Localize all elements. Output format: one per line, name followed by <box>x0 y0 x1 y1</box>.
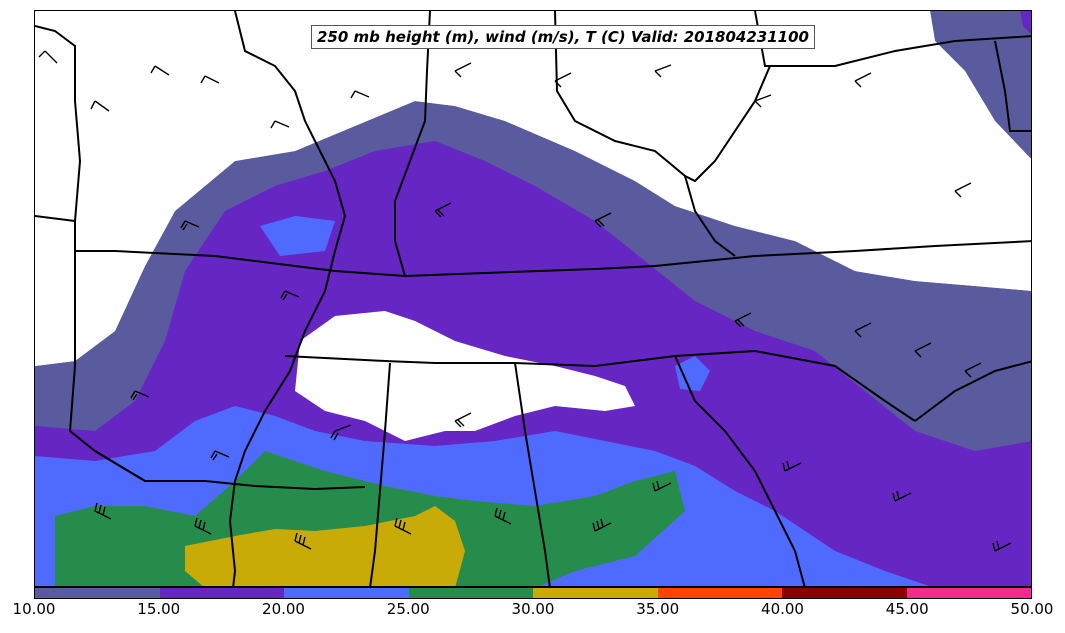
colorbar-tick-label: 15.00 <box>137 600 181 618</box>
colorbar-segment-0 <box>35 588 160 598</box>
map-title: 250 mb height (m), wind (m/s), T (C) Val… <box>311 25 815 49</box>
wind-barbs <box>38 50 1012 552</box>
colorbar-segment-3 <box>408 588 533 598</box>
colorbar-tick-label: 30.00 <box>511 600 555 618</box>
colorbar-segment-7 <box>906 588 1031 598</box>
colorbar-tick-label: 45.00 <box>885 600 929 618</box>
colorbar-tick-label: 50.00 <box>1010 600 1054 618</box>
colorbar-ticks: 10.00 15.00 20.00 25.00 30.00 35.00 40.00 45.00… <box>0 600 1065 630</box>
colorbar-segment-4 <box>533 588 658 598</box>
colorbar-segment-6 <box>782 588 907 598</box>
colorbar-segment-5 <box>657 588 782 598</box>
colorbar-segment-2 <box>284 588 409 598</box>
colorbar-segment-1 <box>159 588 284 598</box>
colorbar <box>34 587 1032 599</box>
colorbar-tick-label: 25.00 <box>386 600 430 618</box>
map-panel: 250 mb height (m), wind (m/s), T (C) Val… <box>34 10 1032 587</box>
colorbar-tick-label: 40.00 <box>761 600 804 618</box>
calm-region <box>35 11 1031 441</box>
wind-speed-map <box>35 11 1031 586</box>
colorbar-tick-label: 20.00 <box>262 600 305 618</box>
state-boundaries <box>35 11 1031 586</box>
colorbar-tick-label: 10.00 <box>12 600 56 618</box>
colorbar-tick-label: 35.00 <box>636 600 680 618</box>
